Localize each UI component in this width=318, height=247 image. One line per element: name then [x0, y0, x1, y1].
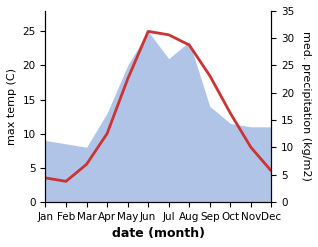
- Y-axis label: med. precipitation (kg/m2): med. precipitation (kg/m2): [301, 31, 311, 181]
- Y-axis label: max temp (C): max temp (C): [7, 68, 17, 145]
- X-axis label: date (month): date (month): [112, 227, 205, 240]
